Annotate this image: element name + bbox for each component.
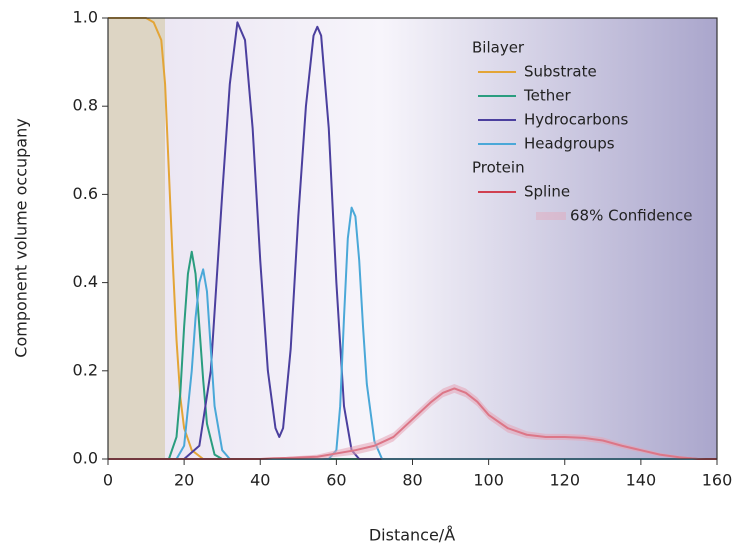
plot-area [108,17,717,460]
legend-label: Substrate [524,63,597,81]
y-tick-label: 0.0 [73,449,98,468]
legend-swatch [536,212,566,220]
y-tick-label: 1.0 [73,8,98,27]
legend-label: Spline [524,183,570,201]
legend-label: Hydrocarbons [524,111,629,129]
series-line [108,21,717,460]
y-tick-label: 0.6 [73,184,98,203]
x-tick-label: 160 [702,471,733,490]
legend-title: Protein [472,159,525,177]
substrate-region [108,18,165,459]
legend-label: Tether [523,87,571,105]
legend-label: Headgroups [524,135,615,153]
x-tick-label: 20 [174,471,194,490]
legend-title: Bilayer [472,39,525,57]
y-tick-label: 0.2 [73,360,98,379]
plot-background [108,18,717,459]
x-tick-label: 0 [103,471,113,490]
confidence-band [108,384,717,459]
x-tick-label: 40 [250,471,270,490]
y-tick-label: 0.4 [73,272,98,291]
x-tick-label: 120 [549,471,580,490]
x-tick-label: 80 [402,471,422,490]
x-tick-label: 100 [473,471,504,490]
series-line [108,17,717,460]
series-line [108,250,717,460]
x-axis-label: Distance/Å [369,526,455,545]
legend-label: 68% Confidence [570,207,692,225]
x-tick-label: 140 [626,471,657,490]
y-tick-label: 0.8 [73,96,98,115]
y-axis-label: Component volume occupany [12,118,31,357]
x-tick-label: 60 [326,471,346,490]
